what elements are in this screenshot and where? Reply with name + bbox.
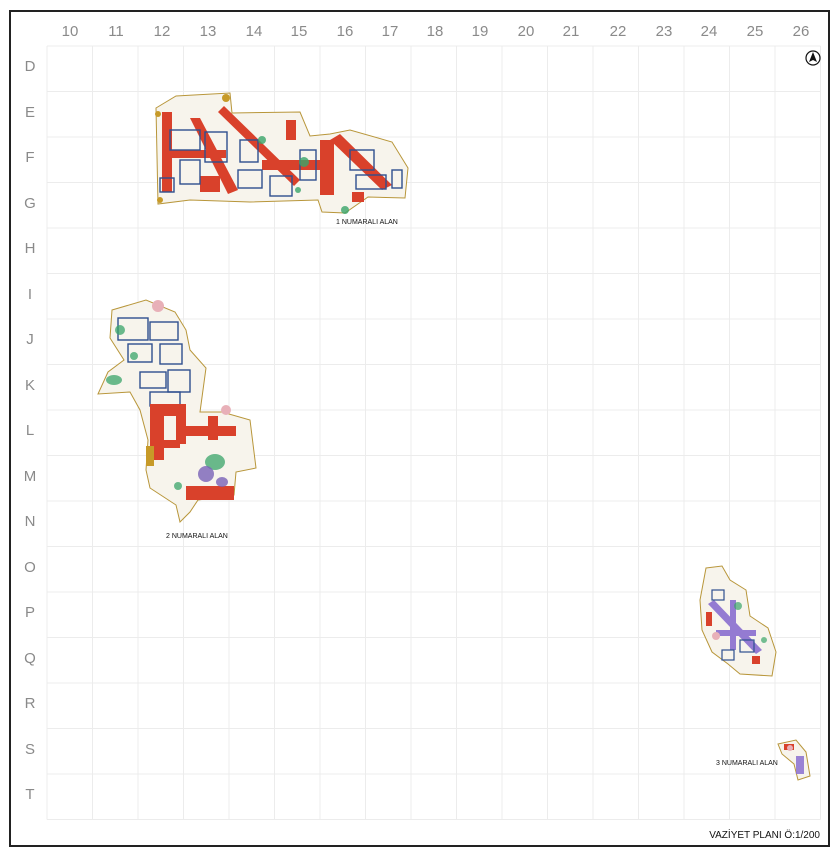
row-label: L bbox=[25, 422, 35, 439]
row-label: K bbox=[24, 377, 35, 394]
column-label: 11 bbox=[108, 23, 124, 40]
column-label: 17 bbox=[381, 23, 399, 40]
row-label: H bbox=[24, 240, 36, 257]
row-label: I bbox=[27, 286, 33, 303]
plan-scale-label: VAZİYET PLANI Ö:1/200 bbox=[709, 830, 820, 841]
row-label: M bbox=[23, 468, 37, 485]
column-label: 18 bbox=[426, 23, 444, 40]
area-3-plan-upper[interactable] bbox=[699, 565, 777, 677]
row-label: T bbox=[25, 786, 35, 803]
row-label: R bbox=[24, 695, 36, 712]
column-label: 26 bbox=[792, 23, 810, 40]
column-label: 25 bbox=[746, 23, 764, 40]
column-label: 21 bbox=[562, 23, 580, 40]
column-label: 14 bbox=[245, 23, 263, 40]
north-arrow-icon bbox=[805, 50, 821, 66]
column-label: 12 bbox=[153, 23, 171, 40]
row-label: N bbox=[24, 513, 36, 530]
row-label: F bbox=[25, 149, 35, 166]
column-label: 22 bbox=[609, 23, 627, 40]
area-1-plan[interactable] bbox=[155, 92, 409, 214]
column-label: 23 bbox=[655, 23, 673, 40]
column-label: 24 bbox=[700, 23, 718, 40]
row-label: D bbox=[24, 58, 36, 75]
column-label: 10 bbox=[61, 23, 79, 40]
area-2-label: 2 NUMARALI ALAN bbox=[166, 533, 228, 540]
area-3-label: 3 NUMARALI ALAN bbox=[716, 760, 778, 767]
row-label: S bbox=[24, 741, 35, 758]
row-label: G bbox=[24, 195, 36, 212]
column-label: 20 bbox=[517, 23, 535, 40]
column-label: 13 bbox=[199, 23, 217, 40]
area-2-plan[interactable] bbox=[97, 299, 257, 523]
column-label: 19 bbox=[471, 23, 489, 40]
row-label: J bbox=[26, 331, 34, 348]
column-label: 15 bbox=[290, 23, 308, 40]
row-label: P bbox=[24, 604, 35, 621]
column-label: 16 bbox=[336, 23, 354, 40]
row-label: O bbox=[24, 559, 36, 576]
area-1-label: 1 NUMARALI ALAN bbox=[336, 219, 398, 226]
row-label: Q bbox=[24, 650, 36, 667]
row-label: E bbox=[24, 104, 35, 121]
area-3-plan-lower[interactable] bbox=[777, 739, 811, 781]
